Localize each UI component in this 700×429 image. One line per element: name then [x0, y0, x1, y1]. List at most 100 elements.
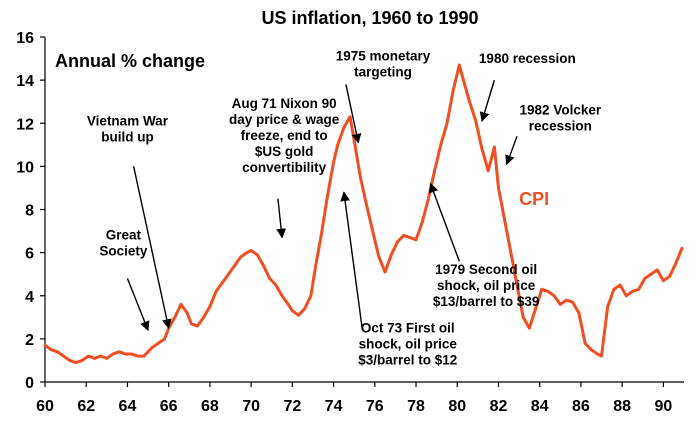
data-point	[493, 145, 496, 149]
data-point	[577, 311, 581, 315]
annotation-line: Vietnam War	[87, 113, 169, 128]
data-point	[274, 283, 278, 287]
data-point	[142, 354, 146, 358]
data-point	[600, 354, 603, 358]
data-point	[497, 186, 500, 190]
y-tick-label: 10	[16, 159, 34, 176]
annotation: Oct 73 First oil shock, oil price $3/barre…	[340, 191, 457, 367]
data-point	[606, 305, 610, 308]
data-point	[509, 251, 513, 255]
data-point	[558, 303, 562, 306]
y-tick-label: 6	[25, 246, 34, 263]
data-point	[202, 315, 206, 319]
annotation: 1979 Second oil shock, oil price $13/barre…	[428, 182, 540, 309]
annotation-arrow	[479, 79, 496, 123]
annotation: 1982 Volcker recession	[505, 103, 602, 166]
data-point	[80, 359, 84, 362]
annotation-line: 1980 recession	[479, 51, 576, 66]
annotation-layer: Great Society Vietnam War build up Aug 71 Ni…	[87, 49, 602, 368]
chart-title: US inflation, 1960 to 1990	[261, 8, 478, 28]
x-tick-label: 80	[448, 398, 466, 415]
annotation-line: Oct 73 First oil	[361, 320, 455, 335]
annotation-text: Vietnam War build up	[87, 113, 169, 144]
data-point	[408, 236, 412, 239]
data-point	[662, 279, 665, 283]
data-point	[150, 346, 154, 349]
x-tick-label: 64	[119, 398, 137, 415]
data-point	[214, 290, 218, 293]
x-tick-label: 78	[407, 398, 425, 415]
data-point	[173, 315, 177, 319]
data-point	[643, 277, 647, 280]
annotation-line: Society	[99, 244, 148, 259]
x-tick-label: 86	[572, 398, 590, 415]
data-point	[631, 290, 634, 293]
data-point	[303, 307, 307, 311]
data-point	[163, 337, 167, 341]
data-point	[49, 348, 53, 352]
data-point	[552, 294, 556, 298]
y-tick-label: 12	[16, 116, 34, 133]
data-point	[486, 169, 490, 173]
data-point	[457, 63, 461, 67]
x-tick-label: 66	[160, 398, 178, 415]
annotation-arrow	[126, 278, 150, 332]
data-point	[297, 313, 300, 317]
x-tick-label: 82	[490, 398, 508, 415]
annotation: 1980 recession	[479, 51, 576, 123]
data-point	[74, 361, 78, 364]
annotation-line: Great	[106, 228, 142, 243]
data-point	[262, 264, 265, 267]
data-point	[383, 270, 387, 274]
annotation-text: 1980 recession	[479, 51, 576, 66]
annotation-text: 1979 Second oil shock, oil price $13/barre…	[433, 262, 540, 309]
data-point	[674, 262, 678, 265]
data-point	[313, 268, 317, 272]
data-point	[571, 300, 575, 304]
annotation-line: build up	[101, 129, 153, 144]
data-point	[528, 326, 531, 330]
data-point	[326, 195, 329, 199]
data-point	[130, 352, 134, 356]
data-point	[365, 203, 368, 207]
data-point	[420, 221, 424, 224]
data-point	[596, 352, 599, 356]
data-point	[99, 354, 103, 358]
annotation-line: $3/barrel to $12	[358, 352, 457, 367]
data-point	[136, 354, 140, 358]
data-point	[332, 160, 335, 164]
data-point	[462, 78, 465, 82]
annotation-text: Oct 73 First oil shock, oil price $3/barre…	[358, 320, 457, 367]
annotation-line: convertibility	[242, 160, 327, 175]
data-point	[618, 283, 622, 287]
y-tick-label: 4	[25, 289, 34, 306]
x-tick-label: 60	[36, 398, 54, 415]
annotation-line: recession	[529, 119, 592, 134]
annotation-arrow	[505, 135, 518, 166]
data-point	[280, 294, 284, 298]
data-point	[268, 277, 272, 280]
data-point	[583, 341, 587, 345]
data-point	[105, 356, 109, 360]
annotation-line: shock, oil price	[359, 336, 458, 351]
annotation-line: day price & wage	[229, 112, 340, 127]
data-point	[336, 143, 340, 147]
data-point	[624, 294, 628, 298]
data-point	[56, 350, 59, 354]
annotation-line: shock, oil price	[437, 278, 536, 293]
data-point	[342, 126, 346, 129]
annotation-text: Aug 71 Nixon 90 day price & wage freeze, e…	[229, 96, 340, 175]
data-point	[220, 281, 224, 285]
data-point	[414, 238, 418, 242]
data-point	[439, 143, 443, 147]
data-point	[451, 89, 455, 93]
annotation-text: Great Society	[99, 228, 148, 259]
data-point	[396, 240, 399, 244]
chart-subtitle: Annual % change	[55, 51, 205, 71]
y-tick-label: 14	[16, 73, 34, 90]
data-point	[546, 290, 550, 293]
data-point	[190, 322, 193, 326]
data-point	[433, 169, 436, 173]
data-point	[637, 287, 641, 291]
